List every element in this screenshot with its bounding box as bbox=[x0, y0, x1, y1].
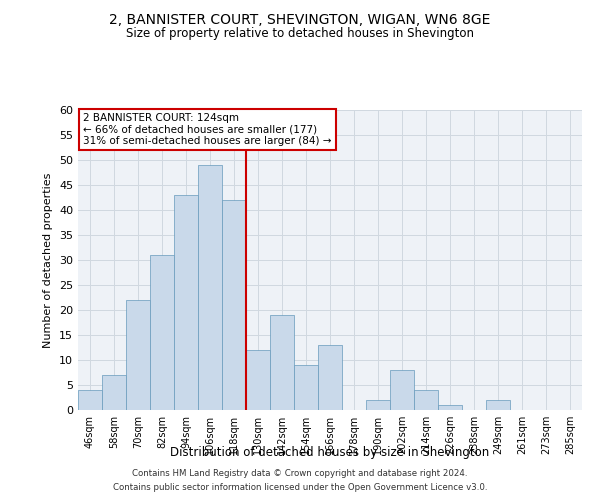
Text: Contains public sector information licensed under the Open Government Licence v3: Contains public sector information licen… bbox=[113, 484, 487, 492]
Bar bbox=[270, 315, 294, 410]
Text: Contains HM Land Registry data © Crown copyright and database right 2024.: Contains HM Land Registry data © Crown c… bbox=[132, 468, 468, 477]
Bar bbox=[78, 390, 102, 410]
Bar bbox=[414, 390, 438, 410]
Bar bbox=[318, 345, 342, 410]
Text: 2 BANNISTER COURT: 124sqm
← 66% of detached houses are smaller (177)
31% of semi: 2 BANNISTER COURT: 124sqm ← 66% of detac… bbox=[83, 113, 332, 146]
Bar bbox=[486, 400, 510, 410]
Bar bbox=[174, 195, 198, 410]
Bar bbox=[102, 375, 126, 410]
Bar bbox=[222, 200, 246, 410]
Bar bbox=[198, 165, 222, 410]
Text: 2, BANNISTER COURT, SHEVINGTON, WIGAN, WN6 8GE: 2, BANNISTER COURT, SHEVINGTON, WIGAN, W… bbox=[109, 12, 491, 26]
Bar bbox=[390, 370, 414, 410]
Bar bbox=[366, 400, 390, 410]
Y-axis label: Number of detached properties: Number of detached properties bbox=[43, 172, 53, 348]
Text: Size of property relative to detached houses in Shevington: Size of property relative to detached ho… bbox=[126, 28, 474, 40]
Bar bbox=[246, 350, 270, 410]
Bar bbox=[294, 365, 318, 410]
Text: Distribution of detached houses by size in Shevington: Distribution of detached houses by size … bbox=[170, 446, 490, 459]
Bar bbox=[438, 405, 462, 410]
Bar bbox=[126, 300, 150, 410]
Bar bbox=[150, 255, 174, 410]
